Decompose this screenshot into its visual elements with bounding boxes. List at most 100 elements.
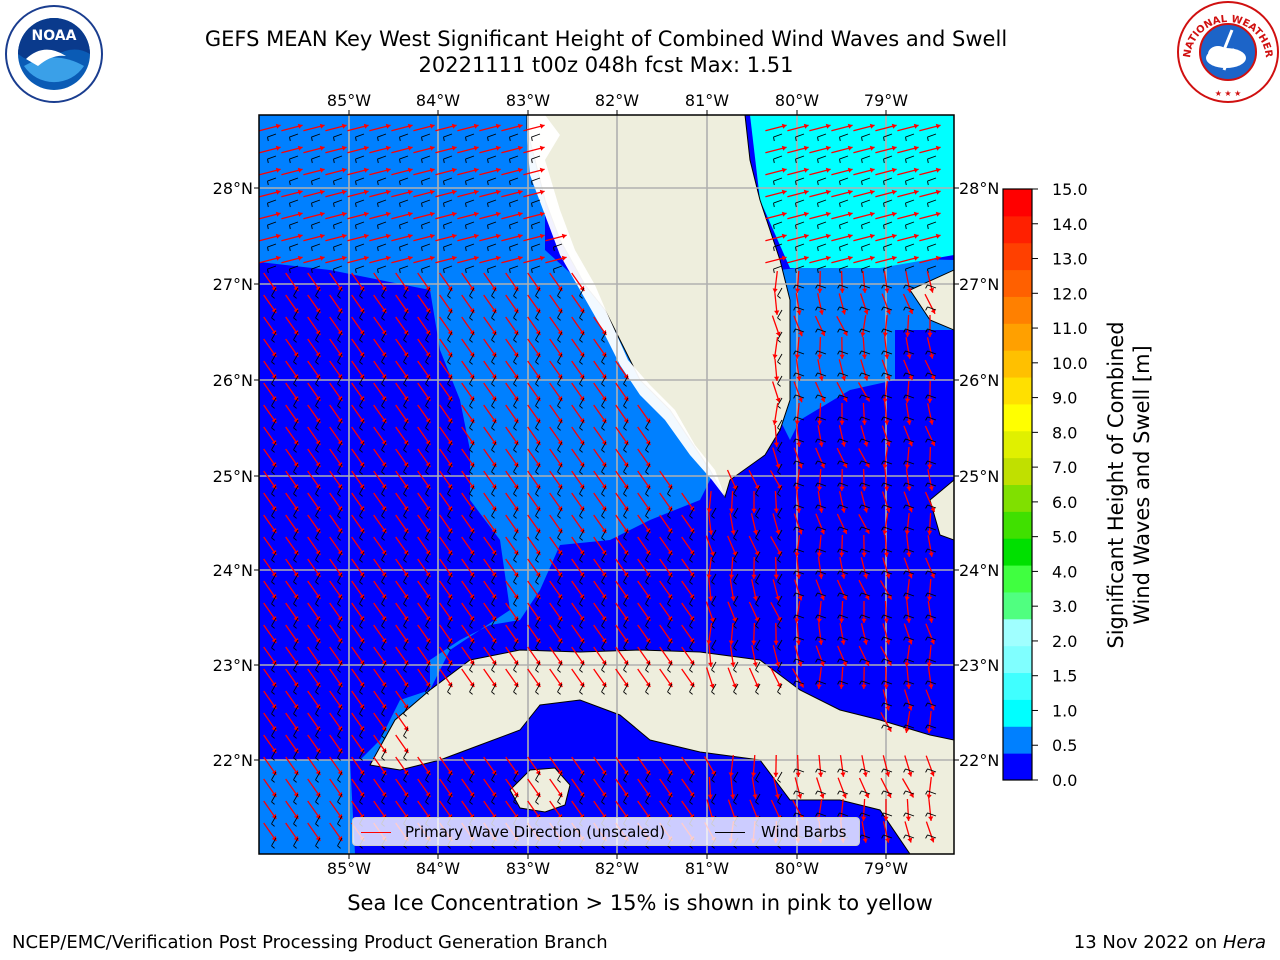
wind-barb xyxy=(535,353,541,365)
wave-direction-legend-label: Primary Wave Direction (unscaled) xyxy=(405,823,666,841)
wind-barb xyxy=(359,573,365,585)
wind-barb xyxy=(795,243,805,252)
colorbar-label: Significant Height of Combined Wind Wave… xyxy=(1103,305,1155,665)
wind-barb xyxy=(315,727,321,739)
wind-barb xyxy=(315,309,321,321)
wave-arrow xyxy=(793,381,803,403)
wind-barb xyxy=(925,394,937,399)
wind-barb xyxy=(579,353,585,365)
wind-barb xyxy=(337,639,343,651)
wave-arrow xyxy=(523,167,545,176)
wind-barb xyxy=(601,397,607,409)
wave-arrow xyxy=(435,123,457,132)
wind-barb xyxy=(579,771,585,783)
wind-barb xyxy=(311,265,321,274)
wind-barb xyxy=(513,595,519,607)
wind-barb xyxy=(337,419,343,431)
wind-barb xyxy=(271,771,277,783)
wave-arrow xyxy=(765,167,787,176)
wind-barb xyxy=(315,683,321,695)
wind-barb xyxy=(403,507,409,519)
wind-barb xyxy=(491,661,497,673)
wind-barb xyxy=(859,350,871,355)
wave-arrow xyxy=(831,255,853,264)
wave-arrow xyxy=(435,189,457,198)
wind-barb xyxy=(403,595,409,607)
wind-barb xyxy=(837,548,849,553)
wind-barb xyxy=(557,309,563,321)
wave-arrow xyxy=(926,711,932,733)
wave-arrow xyxy=(905,798,911,822)
wind-barb xyxy=(315,331,321,343)
wind-barb xyxy=(925,614,937,619)
wind-barb xyxy=(535,661,541,673)
wind-barb xyxy=(487,177,497,186)
wind-barb xyxy=(623,793,629,805)
wind-barb xyxy=(531,133,541,142)
wind-barb xyxy=(425,573,431,585)
wind-barb xyxy=(377,177,387,186)
wind-barb xyxy=(793,658,805,663)
wind-barb xyxy=(425,287,431,299)
wind-barb xyxy=(491,463,497,475)
wind-barb xyxy=(815,328,827,333)
wave-arrow xyxy=(809,167,831,176)
wave-arrow xyxy=(773,424,779,448)
wave-arrow xyxy=(919,167,941,176)
wind-barb xyxy=(795,265,805,274)
wind-barb xyxy=(815,438,827,443)
wind-barb xyxy=(601,595,607,607)
wave-arrow xyxy=(924,425,936,447)
wind-barb xyxy=(815,350,827,355)
wind-barb xyxy=(733,617,739,629)
wave-arrow xyxy=(816,667,822,689)
wind-barb xyxy=(903,548,915,553)
wave-arrow xyxy=(809,189,831,198)
wind-barb xyxy=(315,551,321,563)
wave-arrow xyxy=(858,579,870,601)
wind-barb xyxy=(509,155,519,164)
wind-barb xyxy=(837,768,849,773)
wind-barb xyxy=(859,614,871,619)
wind-barb xyxy=(535,287,541,299)
wave-arrow xyxy=(259,167,281,176)
wind-barb xyxy=(469,375,475,387)
wave-arrow xyxy=(787,189,809,198)
wind-barb xyxy=(793,328,805,333)
wind-barb xyxy=(925,680,937,685)
wind-barb xyxy=(289,243,299,252)
wind-barb xyxy=(817,155,827,164)
wave-arrow xyxy=(708,644,714,668)
wind-barb xyxy=(377,243,387,252)
wind-barb xyxy=(689,529,695,541)
wave-arrow xyxy=(883,271,890,293)
wind-barb xyxy=(381,375,387,387)
wind-barb xyxy=(645,617,651,629)
wind-barb xyxy=(355,133,365,142)
wind-barb xyxy=(817,177,827,186)
wave-arrow xyxy=(836,513,848,535)
wind-barb xyxy=(579,529,585,541)
wind-barb xyxy=(491,683,497,695)
wind-barb xyxy=(293,551,299,563)
wave-arrow xyxy=(501,123,523,132)
wave-arrow xyxy=(772,271,778,293)
wind-barb xyxy=(557,793,563,805)
wind-barb xyxy=(487,221,497,230)
wind-barb xyxy=(711,639,717,651)
wind-barb xyxy=(883,133,893,142)
wave-arrow xyxy=(815,513,825,535)
wind-barb xyxy=(403,441,409,453)
lat-label-right: 23°N xyxy=(959,656,999,675)
wave-arrow xyxy=(706,491,712,513)
wind-barb xyxy=(271,463,277,475)
wind-barb xyxy=(903,680,915,685)
wind-barb xyxy=(601,375,607,387)
wave-arrow xyxy=(787,233,809,242)
wind-barb xyxy=(925,592,937,597)
wave-arrow xyxy=(839,623,846,645)
wave-arrow xyxy=(729,578,736,602)
wave-arrow xyxy=(281,189,303,198)
wind-barb xyxy=(837,504,849,509)
wind-barb xyxy=(579,793,585,805)
